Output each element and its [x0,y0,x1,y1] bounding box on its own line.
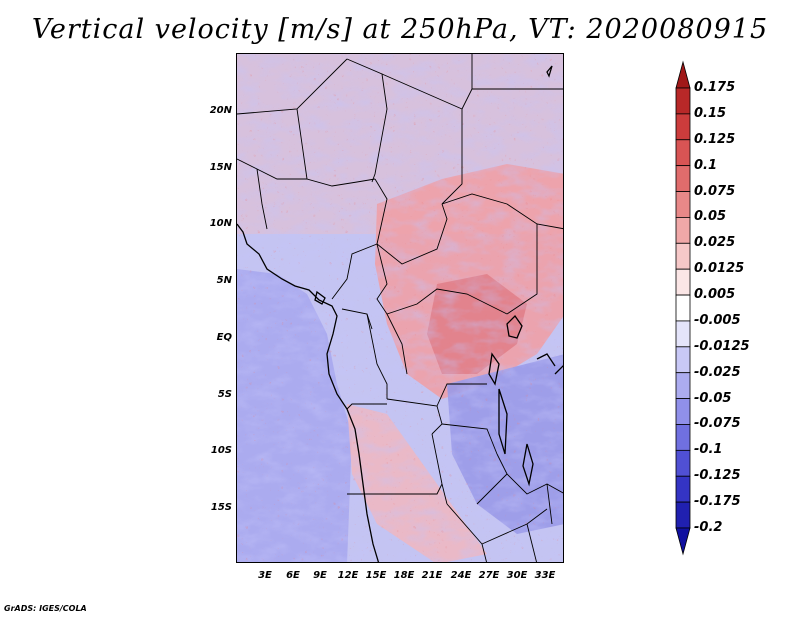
lat-label-20n: 20N [209,105,232,116]
lon-label-30e: 30E [506,570,528,581]
colorbar-segment [675,424,691,451]
lon-label-18e: 18E [393,570,415,581]
colorbar-label: 0.15 [694,105,727,121]
colorbar-label: 0.075 [694,183,736,199]
colorbar-label: -0.1 [694,442,723,458]
colorbar-label: -0.05 [694,390,732,406]
lon-label-24e: 24E [450,570,472,581]
lat-label-eq: EQ [216,332,232,343]
colorbar-label: -0.125 [694,468,741,484]
lon-label-21e: 21E [421,570,443,581]
colorbar-segment [675,475,691,503]
colorbar-label: -0.2 [694,520,723,535]
colorbar-label: -0.0125 [694,338,750,354]
colorbar-segment [675,501,691,529]
colorbar-segment [675,191,691,218]
lon-label-15e: 15E [365,570,387,581]
colorbar-segment [675,217,691,244]
lon-label-12e: 12E [337,570,359,581]
lon-label-3e: 3E [258,570,272,581]
colorbar-segment [675,242,691,270]
lon-label-27e: 27E [478,570,500,581]
colorbar-segment [675,268,691,296]
colorbar-label: 0.175 [694,80,736,95]
lat-label-5s: 5S [217,389,232,400]
colorbar-segment [675,165,691,192]
colorbar-label: 0.125 [694,131,736,147]
colorbar [675,60,691,556]
colorbar-label: 0.005 [694,287,736,303]
colorbar-segment [675,320,691,348]
velocity-map [236,53,564,563]
lon-label-33e: 33E [534,570,556,581]
texture-red [237,54,563,562]
colorbar-segment [675,372,691,399]
lon-label-6e: 6E [286,570,300,581]
lat-label-15s: 15S [210,502,232,513]
lat-label-15n: 15N [209,162,232,173]
colorbar-label: 0.0125 [694,261,745,277]
colorbar-label: 0.025 [694,235,736,251]
lat-label-10n: 10N [209,218,232,229]
lon-label-9e: 9E [313,570,327,581]
colorbar-segment [675,398,691,425]
credit-text: GrADS: IGES/COLA [4,604,87,613]
borders [237,54,563,562]
coastlines [237,65,563,562]
colorbar-label: -0.075 [694,416,741,432]
colorbar-bottom-arrow [675,527,691,556]
lat-label-5n: 5N [216,275,232,286]
colorbar-top-arrow [675,60,691,89]
colorbar-label: -0.025 [694,364,741,380]
colorbar-label: 0.05 [694,209,727,225]
colorbar-segment [675,87,691,115]
colorbar-label: -0.005 [694,312,741,328]
colorbar-segment [675,449,691,477]
map-title: Vertical velocity [m/s] at 250hPa, VT: 2… [31,14,769,45]
colorbar-segment [675,346,691,374]
lat-label-10s: 10S [210,445,232,456]
colorbar-segment [675,113,691,141]
colorbar-label: 0.1 [694,157,718,173]
colorbar-segment [675,294,691,322]
colorbar-segment [675,139,691,167]
colorbar-label: -0.175 [694,494,741,510]
